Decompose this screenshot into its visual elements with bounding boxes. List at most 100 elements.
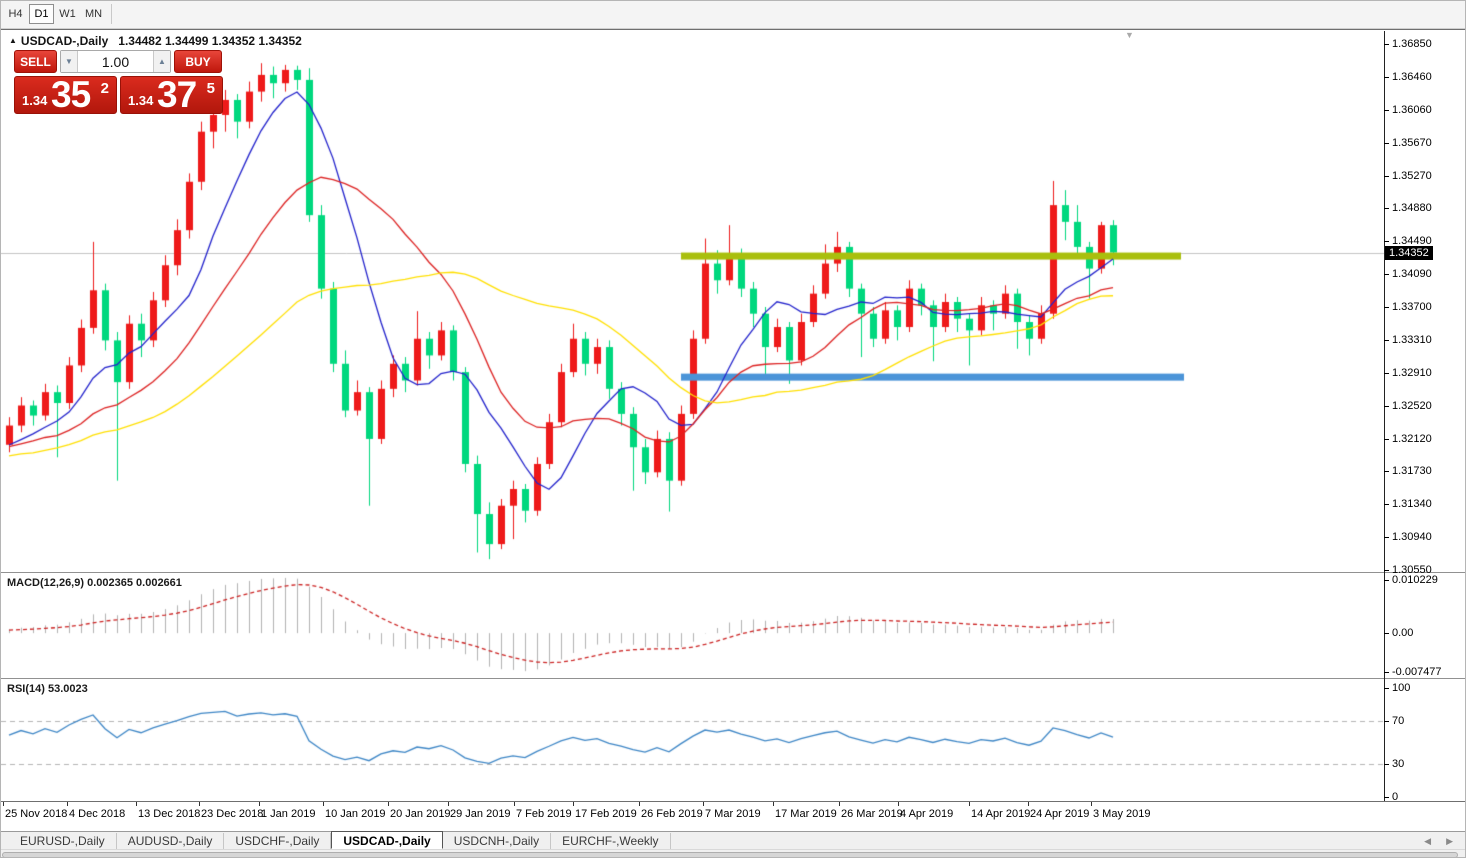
pane-separator[interactable] (1, 572, 1465, 574)
time-axis-tick (388, 802, 389, 806)
period-button-h4[interactable]: H4 (8, 8, 23, 20)
period-toolbar: H4 D1 W1 MN (1, 1, 1465, 29)
period-button-w1[interactable]: W1 (59, 8, 76, 20)
price-axis-label-tick (1384, 176, 1389, 177)
rsi-pane-canvas[interactable] (1, 680, 1384, 800)
sell-button[interactable]: SELL (14, 50, 57, 73)
tab-eurusd[interactable]: EURUSD-,Daily (9, 833, 117, 850)
tab-usdcnh[interactable]: USDCNH-,Daily (443, 833, 552, 850)
macd-axis-label-tick (1384, 633, 1389, 634)
time-axis-tick (514, 802, 515, 806)
rsi-name: RSI(14) (7, 683, 45, 695)
tab-audusd[interactable]: AUDUSD-,Daily (117, 833, 225, 850)
rsi-axis-label: 30 (1392, 758, 1405, 770)
time-axis-label: 14 Apr 2019 (971, 808, 1031, 820)
price-axis-label-tick (1384, 406, 1389, 407)
price-axis-label: 1.36460 (1392, 71, 1432, 83)
bid-price-box[interactable]: 1.34 35 2 (14, 74, 117, 115)
time-axis-tick (67, 802, 68, 806)
price-axis-label: 1.31340 (1392, 498, 1432, 510)
ask-price-box[interactable]: 1.34 37 5 (120, 74, 223, 115)
macd-name: MACD(12,26,9) (7, 577, 85, 589)
time-axis-tick (259, 802, 260, 806)
tab-usdchf[interactable]: USDCHF-,Daily (224, 833, 332, 850)
macd-pane-canvas[interactable] (1, 574, 1384, 678)
price-axis-label: 1.32120 (1392, 433, 1432, 445)
price-axis-label: 1.31730 (1392, 465, 1432, 477)
buy-button[interactable]: BUY (174, 50, 222, 73)
price-pane-canvas[interactable] (1, 32, 1384, 572)
price-axis-label: 1.35670 (1392, 137, 1432, 149)
time-axis-tick (773, 802, 774, 806)
time-axis-tick (136, 802, 137, 806)
time-axis-label: 10 Jan 2019 (325, 808, 386, 820)
bottom-scrollbar-thumb[interactable] (2, 852, 1458, 857)
time-axis-tick (839, 802, 840, 806)
time-axis[interactable]: 25 Nov 2018 4 Dec 2018 13 Dec 2018 23 Dec 2… (1, 801, 1465, 832)
rsi-axis-label-tick (1384, 797, 1389, 798)
price-axis-label-tick (1384, 373, 1389, 374)
price-axis-label: 1.35270 (1392, 170, 1432, 182)
macd-values: 0.002365 0.002661 (87, 577, 182, 589)
time-axis-label: 13 Dec 2018 (138, 808, 201, 820)
tab-scroll-right-icon[interactable]: ▶ (1446, 836, 1453, 846)
price-axis-label-tick (1384, 340, 1389, 341)
time-axis-tick (639, 802, 640, 806)
period-button-mn[interactable]: MN (84, 8, 103, 20)
price-axis-label-tick (1384, 570, 1389, 571)
chart-shift-marker-icon[interactable]: ▼ (1125, 30, 1134, 40)
time-axis-label: 20 Jan 2019 (390, 808, 451, 820)
bid-price-big: 35 (51, 74, 91, 115)
chart-title: ▲ USDCAD-,Daily 1.34482 1.34499 1.34352 1.… (9, 34, 302, 48)
macd-axis-label-tick (1384, 672, 1389, 673)
price-axis-label: 1.36060 (1392, 104, 1432, 116)
tab-scroll-left-icon[interactable]: ◀ (1424, 836, 1431, 846)
collapse-arrow-icon[interactable]: ▲ (9, 36, 17, 45)
time-axis-tick (1091, 802, 1092, 806)
price-axis-label: 1.34090 (1392, 268, 1432, 280)
period-button-d1[interactable]: D1 (29, 4, 54, 24)
price-axis-label-tick (1384, 439, 1389, 440)
pane-separator[interactable] (1, 678, 1465, 680)
rsi-indicator-label: RSI(14) 53.0023 (7, 683, 88, 695)
price-axis-label-tick (1384, 208, 1389, 209)
price-axis-label: 1.32520 (1392, 400, 1432, 412)
volume-increase-icon[interactable]: ▲ (153, 51, 170, 72)
tab-usdcad[interactable]: USDCAD-,Daily (331, 831, 443, 849)
time-axis-tick (199, 802, 200, 806)
time-axis-tick (573, 802, 574, 806)
tab-eurchf[interactable]: EURCHF-,Weekly (551, 833, 671, 850)
time-axis-tick (323, 802, 324, 806)
ask-price-big: 37 (157, 74, 197, 115)
price-axis-label-tick (1384, 241, 1389, 242)
bottom-scrollbar (1, 849, 1465, 857)
rsi-axis-label-tick (1384, 764, 1389, 765)
volume-decrease-icon[interactable]: ▼ (61, 51, 78, 72)
chart-ohlc-values: 1.34482 1.34499 1.34352 1.34352 (118, 34, 302, 48)
rsi-axis-label-tick (1384, 688, 1389, 689)
bid-price-prefix: 1.34 (22, 93, 48, 108)
price-axis-label-tick (1384, 44, 1389, 45)
price-axis-label-tick (1384, 274, 1389, 275)
price-axis-label: 1.34490 (1392, 235, 1432, 247)
time-axis-label: 29 Jan 2019 (450, 808, 511, 820)
toolbar-separator (111, 4, 112, 24)
price-axis-label-tick (1384, 504, 1389, 505)
price-axis-label-tick (1384, 537, 1389, 538)
price-axis-label: 1.33700 (1392, 301, 1432, 313)
macd-axis-label: 0.00 (1392, 627, 1414, 639)
rsi-axis-label: 100 (1392, 682, 1411, 694)
ask-price-prefix: 1.34 (128, 93, 154, 108)
bid-price-pip: 2 (100, 80, 109, 97)
rsi-axis-label: 70 (1392, 715, 1405, 727)
price-axis-label: 1.30550 (1392, 564, 1432, 576)
volume-stepper: ▼ ▲ (60, 50, 171, 73)
time-axis-label: 25 Nov 2018 (5, 808, 68, 820)
price-axis-line (1384, 31, 1385, 801)
time-axis-tick (1028, 802, 1029, 806)
time-axis-label: 3 May 2019 (1093, 808, 1151, 820)
price-axis-label: 1.36850 (1392, 38, 1432, 50)
time-axis-label: 23 Dec 2018 (201, 808, 264, 820)
macd-axis-label-tick (1384, 580, 1389, 581)
volume-input[interactable] (78, 51, 153, 72)
